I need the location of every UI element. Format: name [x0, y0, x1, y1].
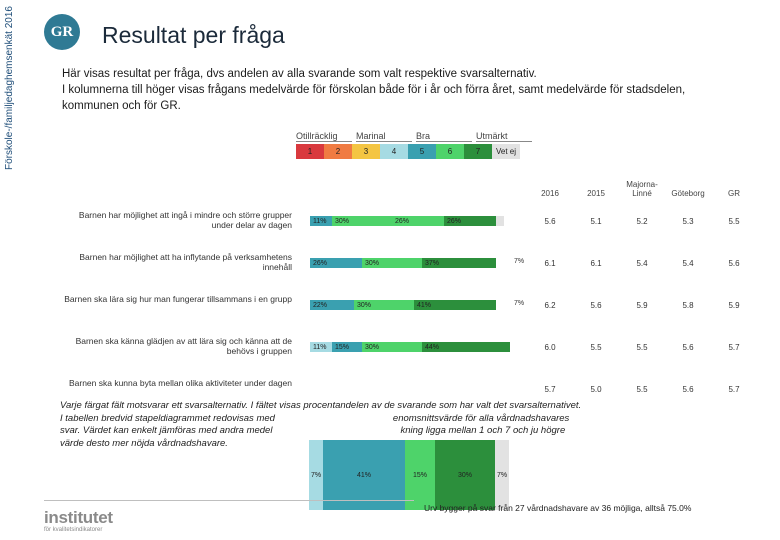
bar-segment: 22%: [310, 300, 354, 310]
mean-value: 6.2: [544, 301, 556, 310]
stacked-bar: 22% 30% 41%: [310, 300, 496, 310]
institutet-logo: institutet: [44, 508, 113, 527]
scale-box-8: Vet ej: [492, 144, 520, 159]
mean-value: 5.5: [636, 385, 648, 394]
column-header-3: Majorna-Linné: [626, 180, 658, 198]
mean-value: 5.5: [590, 343, 602, 352]
mean-value: 5.6: [728, 259, 740, 268]
row-label: Barnen ska känna glädjen av att lära sig…: [75, 336, 292, 356]
row-label: Barnen har möjlighet att ingå i mindre o…: [78, 210, 292, 230]
overlay-segment: 41%: [323, 440, 405, 510]
footnote-line-4: värde desto mer nöjda vårdnadshavare.: [60, 437, 228, 449]
bar-segment: 30%: [354, 300, 414, 310]
overlay-segment: 7%: [309, 440, 323, 510]
mean-value: 5.9: [728, 301, 740, 310]
table-row: Barnen ska känna glädjen av att lära sig…: [60, 336, 760, 366]
mean-value: 5.7: [544, 385, 556, 394]
institutet-subtitle: för kvalitetsindikatorer: [44, 527, 103, 533]
footnote-line-1: Varje färgat fält motsvarar ett svarsalt…: [60, 400, 582, 411]
mean-value: 5.1: [590, 217, 602, 226]
intro-line-1: Här visas resultat per fråga, dvs andele…: [62, 68, 537, 80]
bar-segment: 11%: [310, 216, 332, 226]
bar-segment: 15%: [332, 342, 362, 352]
intro-line-2: I kolumnerna till höger visas frågans me…: [62, 84, 686, 112]
column-header-4: Göteborg: [671, 189, 705, 198]
mean-value: 6.1: [590, 259, 602, 268]
bar-segment: 26%: [444, 216, 496, 226]
row-label: Barnen ska lära sig hur man fungerar til…: [64, 294, 292, 304]
scale-box-4: 4: [380, 144, 408, 159]
overlay-segment: 30%: [435, 440, 495, 510]
scale-group-3: Bra: [416, 131, 472, 142]
scale-group-1: Otillräcklig: [296, 131, 352, 142]
mean-value: 5.4: [682, 259, 694, 268]
row-label: Barnen ska kunna byta mellan olika aktiv…: [68, 378, 292, 388]
stacked-bar: 11% 30% 26% 26%: [310, 216, 504, 226]
scale-group-2: Marinal: [356, 131, 412, 142]
bar-segment: 30%: [362, 342, 422, 352]
response-rate-note: Urv bygger på svar från 27 vårdnadshavar…: [424, 503, 692, 513]
scale-box-2: 2: [324, 144, 352, 159]
column-header-2: 2015: [587, 189, 605, 198]
row-label: Barnen har möjlighet att ha inflytande p…: [79, 252, 292, 272]
footer-divider: [44, 500, 414, 501]
overlay-segment: 7%: [495, 440, 509, 510]
mean-value: 5.0: [590, 385, 602, 394]
table-row: Barnen ska kunna byta mellan olika aktiv…: [60, 378, 760, 408]
bar-segment: [496, 216, 504, 226]
scale-group-labels: Otillräcklig Marinal Bra Utmärkt: [296, 131, 536, 142]
bar-segment: 41%: [414, 300, 496, 310]
scale-box-5: 5: [408, 144, 436, 159]
mean-value: 5.2: [636, 217, 648, 226]
mean-value: 5.3: [682, 217, 694, 226]
mean-value: 5.6: [590, 301, 602, 310]
bar-segment: 11%: [310, 342, 332, 352]
scale-box-7: 7: [464, 144, 492, 159]
stacked-bar: 11% 15% 30% 44%: [310, 342, 510, 352]
column-headers: 2016 2015 Majorna-Linné Göteborg GR: [530, 178, 750, 198]
scale-legend: Otillräcklig Marinal Bra Utmärkt 1 2 3 4 5 6 7 Vet…: [296, 131, 536, 159]
column-header-5: GR: [728, 189, 740, 198]
gr-logo: GR: [44, 14, 80, 50]
bar-segment: 26%: [392, 216, 444, 226]
mean-value: 5.7: [728, 343, 740, 352]
page-title: Resultat per fråga: [102, 22, 285, 48]
mean-value: 5.6: [682, 343, 694, 352]
bar-segment: 30%: [362, 258, 422, 268]
mean-value: 5.8: [682, 301, 694, 310]
scale-boxes: 1 2 3 4 5 6 7 Vet ej: [296, 144, 536, 159]
mean-value: 5.6: [682, 385, 694, 394]
bar-tail-label: 7%: [514, 258, 525, 265]
table-row: Barnen ska lära sig hur man fungerar til…: [60, 294, 760, 324]
intro-text: Här visas resultat per fråga, dvs andele…: [62, 66, 742, 114]
footnote: Varje färgat fält motsvarar ett svarsalt…: [60, 400, 760, 450]
table-row: Barnen har möjlighet att ingå i mindre o…: [60, 210, 760, 240]
footnote-line-2: I tabellen bredvid stapeldiagrammet redo…: [60, 412, 570, 424]
sidebar-survey-label: Förskole-/familjedaghemsenkät 2016: [4, 6, 15, 170]
mean-value: 5.5: [636, 343, 648, 352]
table-row: Barnen har möjlighet att ha inflytande p…: [60, 252, 760, 282]
scale-group-4: Utmärkt: [476, 131, 532, 142]
mean-value: 5.6: [544, 217, 556, 226]
mean-value: 5.5: [728, 217, 740, 226]
stacked-bar: 26% 30% 37%: [310, 258, 496, 268]
mean-value: 5.7: [728, 385, 740, 394]
mean-value: 6.1: [544, 259, 556, 268]
bar-segment: 26%: [310, 258, 362, 268]
scale-box-1: 1: [296, 144, 324, 159]
overlay-segment: 15%: [405, 440, 435, 510]
bar-segment: 44%: [422, 342, 510, 352]
mean-value: 5.9: [636, 301, 648, 310]
mean-value: 5.4: [636, 259, 648, 268]
bar-tail-label: 7%: [514, 300, 525, 307]
column-header-1: 2016: [541, 189, 559, 198]
bar-segment: 37%: [422, 258, 496, 268]
scale-box-3: 3: [352, 144, 380, 159]
bar-segment: 30%: [332, 216, 392, 226]
mean-value: 6.0: [544, 343, 556, 352]
footnote-line-3: svar. Värdet kan enkelt jämföras med and…: [60, 425, 566, 436]
scale-box-6: 6: [436, 144, 464, 159]
overlay-stacked-bar: 7% 41% 15% 30% 7%: [309, 440, 509, 510]
